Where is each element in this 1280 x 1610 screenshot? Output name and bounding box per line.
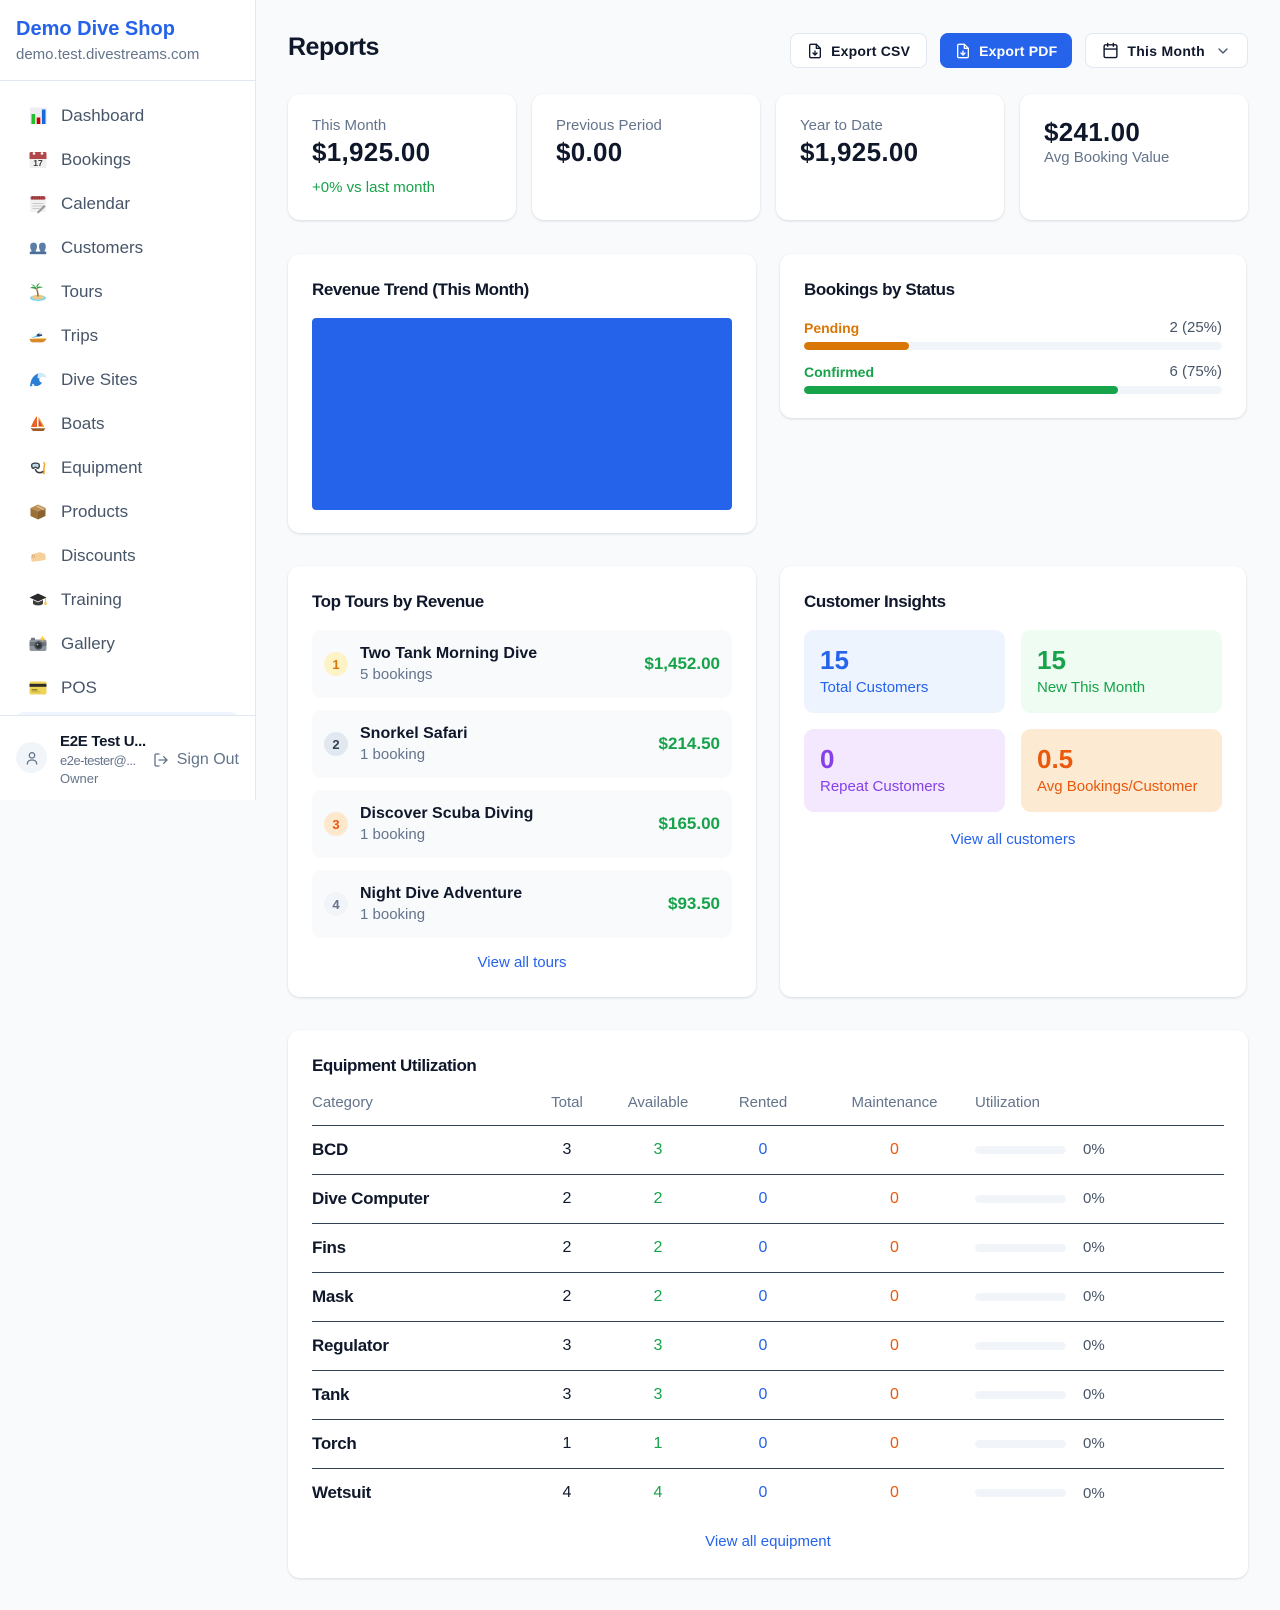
svg-text:17: 17 (33, 158, 43, 168)
